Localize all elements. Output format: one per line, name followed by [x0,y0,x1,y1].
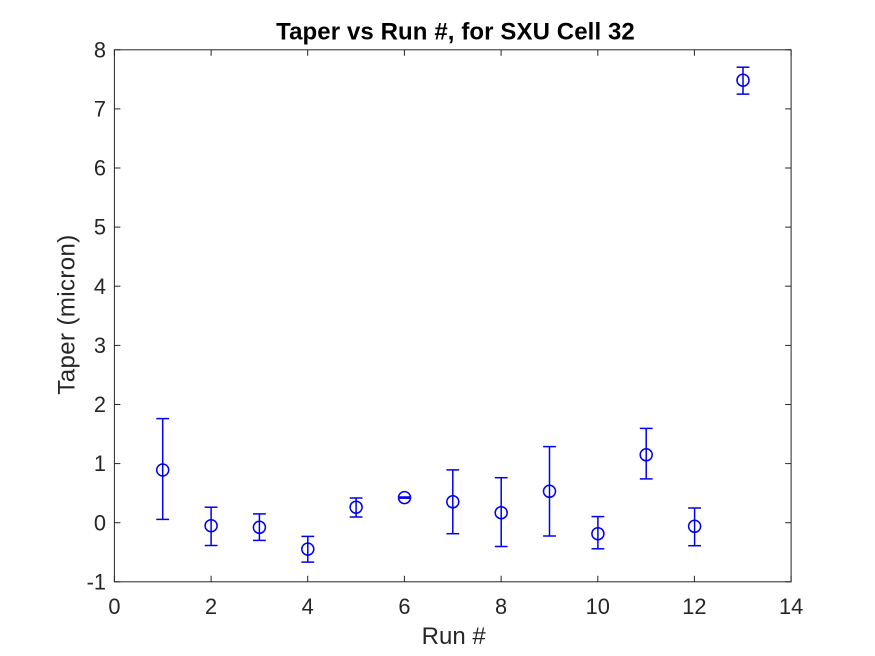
svg-text:7: 7 [94,97,106,122]
svg-text:1: 1 [94,451,106,476]
svg-text:2: 2 [205,594,217,619]
svg-text:6: 6 [398,594,410,619]
svg-text:0: 0 [108,594,120,619]
svg-text:8: 8 [94,37,106,62]
svg-text:Taper vs Run #, for SXU Cell 3: Taper vs Run #, for SXU Cell 32 [276,19,635,46]
svg-text:4: 4 [302,594,314,619]
svg-text:Run #: Run # [422,623,487,650]
svg-text:10: 10 [586,594,610,619]
svg-text:5: 5 [94,215,106,240]
svg-text:2: 2 [94,392,106,417]
svg-text:6: 6 [94,156,106,181]
svg-text:14: 14 [779,594,803,619]
svg-text:3: 3 [94,333,106,358]
svg-text:0: 0 [94,510,106,535]
svg-text:12: 12 [682,594,706,619]
svg-text:-1: -1 [87,569,106,594]
svg-text:Taper (micron): Taper (micron) [54,234,81,394]
svg-text:4: 4 [94,274,106,299]
svg-text:8: 8 [495,594,507,619]
